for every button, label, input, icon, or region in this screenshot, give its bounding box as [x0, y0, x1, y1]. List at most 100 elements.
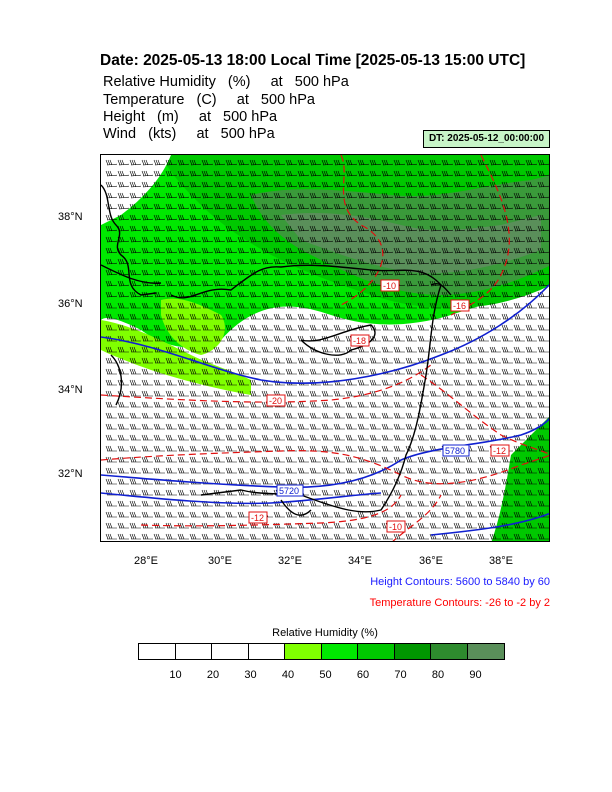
wind-barb: [105, 445, 117, 452]
wind-barb: [309, 302, 321, 309]
wind-barb: [381, 368, 393, 375]
wind-barb: [153, 390, 165, 397]
colorbar-cell: [431, 644, 468, 659]
wind-barb: [537, 181, 549, 188]
wind-barb: [345, 467, 357, 474]
wind-barb: [429, 192, 442, 199]
wind-barb: [333, 214, 346, 221]
wind-barb: [513, 258, 526, 265]
wind-barb: [153, 313, 165, 320]
wind-barb: [333, 379, 345, 386]
wind-barb: [237, 302, 249, 309]
map-canvas: 5720 5780 -20 -18 -16 -12 -12 -10 -10: [101, 155, 549, 541]
wind-barb: [237, 247, 250, 254]
wind-barb: [537, 159, 549, 166]
wind-barb: [465, 324, 477, 331]
wind-barb: [201, 335, 213, 342]
wind-barb: [333, 522, 345, 529]
wind-barb: [441, 324, 453, 331]
wind-barb: [117, 247, 130, 254]
wind-barb: [117, 478, 129, 485]
wind-barb: [525, 478, 537, 485]
wind-barb: [501, 379, 513, 386]
wind-barb: [189, 434, 201, 441]
wind-barb: [537, 225, 549, 232]
humidity-shading: [101, 155, 549, 541]
wind-barb: [201, 192, 214, 199]
wind-barb: [321, 478, 333, 485]
wind-barb: [117, 401, 129, 408]
wind-barb: [333, 511, 345, 518]
wind-barb: [309, 533, 321, 540]
wind-barb: [225, 357, 237, 364]
wind-barb: [417, 368, 429, 375]
wind-barb: [381, 533, 393, 540]
wind-barb: [309, 269, 322, 276]
wind-barb: [321, 170, 334, 177]
wind-barb: [417, 467, 429, 474]
wind-barb: [345, 522, 357, 529]
wind-barb: [105, 159, 118, 166]
wind-barb: [201, 258, 214, 265]
wind-barb: [525, 379, 537, 386]
wind-barb: [141, 313, 153, 320]
wind-barb: [213, 500, 225, 507]
wind-barb: [129, 236, 142, 243]
wind-barb: [393, 401, 405, 408]
wind-barb: [393, 379, 405, 386]
wind-barb: [129, 170, 142, 177]
wind-barb: [201, 214, 214, 221]
wind-barb: [141, 214, 154, 221]
wind-barb: [213, 236, 226, 243]
x-tick: 34°E: [348, 555, 372, 567]
wind-barb: [357, 313, 369, 320]
wind-barb: [165, 412, 177, 419]
wind-barb: [477, 236, 490, 243]
wind-barb: [285, 368, 297, 375]
wind-barb: [213, 170, 226, 177]
wind-barb: [417, 236, 430, 243]
wind-barb: [441, 269, 454, 276]
wind-barb: [417, 346, 429, 353]
wind-barb: [225, 291, 238, 298]
wind-barb: [357, 423, 369, 430]
wind-barb: [297, 368, 309, 375]
wind-barb: [249, 357, 261, 364]
wind-barb: [441, 533, 453, 540]
wind-barb: [273, 214, 286, 221]
wind-barb: [333, 456, 345, 463]
wind-barb: [165, 434, 177, 441]
wind-barb: [225, 379, 237, 386]
wind-barb: [225, 335, 237, 342]
wind-barb: [105, 478, 117, 485]
wind-barb: [177, 214, 190, 221]
wind-barb: [465, 203, 478, 210]
wind-barb: [105, 313, 117, 320]
wind-barb: [237, 236, 250, 243]
wind-barb: [189, 511, 201, 518]
wind-barb: [225, 203, 238, 210]
wind-barb: [273, 456, 285, 463]
wind-barb: [477, 192, 490, 199]
wind-barb: [369, 324, 381, 331]
wind-barb: [261, 401, 273, 408]
wind-barb: [369, 214, 382, 221]
wind-barb: [201, 159, 214, 166]
wind-barb: [405, 181, 418, 188]
wind-barb: [345, 181, 358, 188]
wind-barb: [129, 346, 141, 353]
wind-barb: [153, 236, 166, 243]
height-label: 5780: [445, 446, 465, 456]
wind-barb: [321, 192, 334, 199]
wind-barb: [213, 522, 225, 529]
wind-barb: [345, 390, 357, 397]
wind-barb: [249, 423, 261, 430]
wind-barb: [153, 159, 166, 166]
wind-barb: [189, 445, 201, 452]
wind-barb: [309, 181, 322, 188]
wind-barb: [357, 170, 370, 177]
wind-barb: [249, 170, 262, 177]
wind-barb: [393, 214, 406, 221]
wind-barb: [153, 500, 165, 507]
wind-barb: [177, 203, 190, 210]
